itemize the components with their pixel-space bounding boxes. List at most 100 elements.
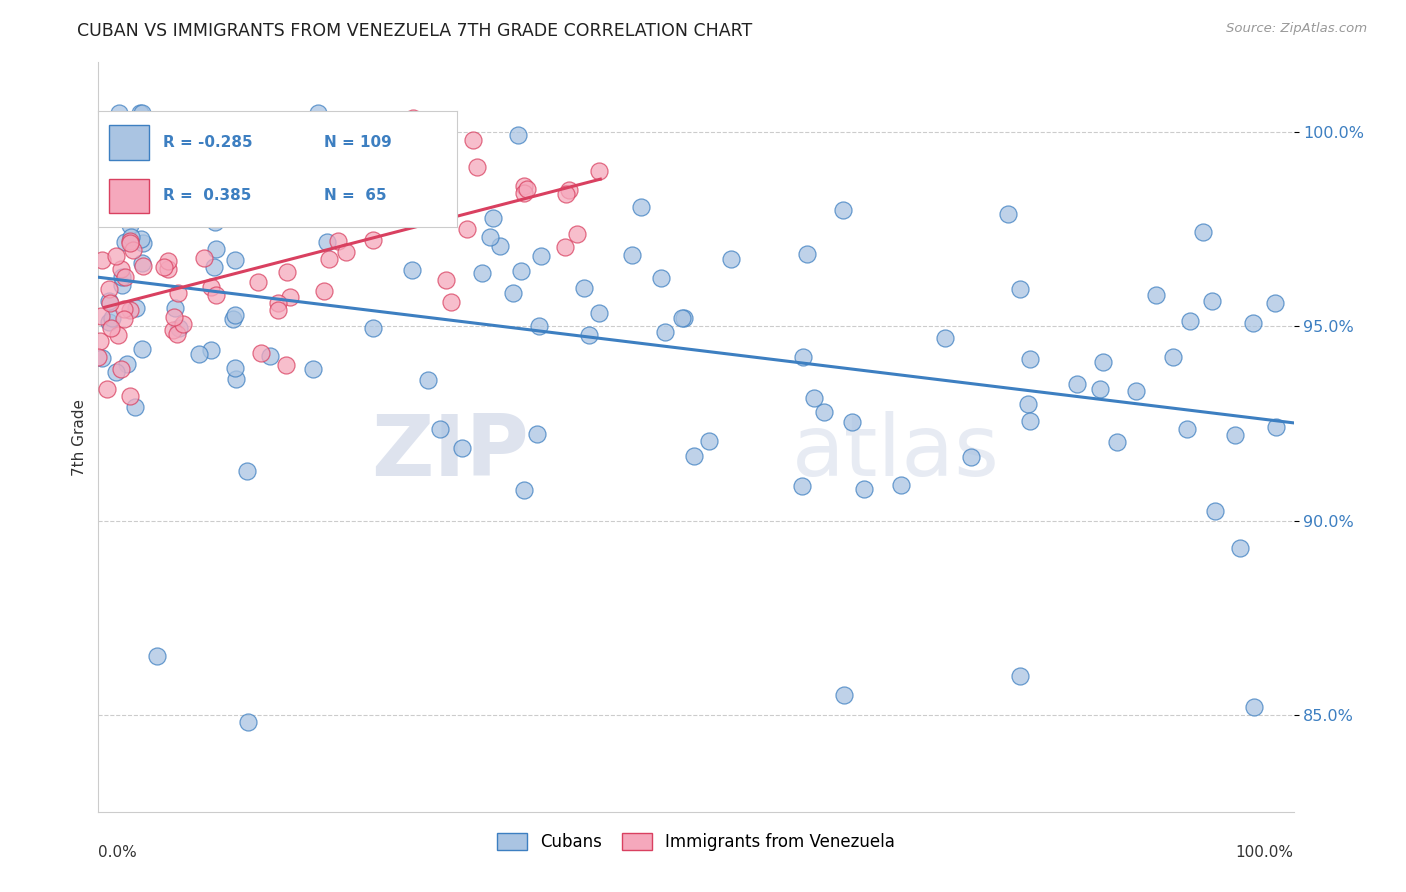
Point — [516, 182, 538, 196]
Point — [120, 234, 142, 248]
Point — [162, 310, 184, 324]
Point — [574, 281, 596, 295]
Point — [236, 715, 259, 730]
Point — [451, 441, 474, 455]
Point — [813, 405, 835, 419]
Point — [131, 232, 153, 246]
Point — [509, 264, 531, 278]
Point — [832, 688, 855, 702]
Point — [120, 235, 142, 250]
Point — [162, 323, 184, 337]
Point — [276, 265, 298, 279]
Point — [1125, 384, 1147, 398]
Point — [115, 357, 138, 371]
Point — [259, 349, 281, 363]
Point — [108, 106, 131, 120]
Point — [803, 391, 825, 405]
Point — [152, 260, 174, 275]
Point — [112, 172, 135, 186]
Point — [225, 372, 247, 386]
Point — [318, 252, 340, 267]
Point — [90, 309, 112, 323]
Point — [853, 483, 876, 497]
Point — [1017, 397, 1039, 411]
Point — [429, 174, 451, 188]
Point — [465, 160, 488, 174]
Point — [307, 106, 329, 120]
Point — [361, 234, 384, 248]
Point — [120, 170, 142, 185]
Point — [1144, 288, 1167, 302]
Point — [90, 253, 112, 268]
Point — [156, 261, 179, 276]
Point — [506, 128, 529, 142]
Point — [114, 269, 136, 284]
Point — [1225, 428, 1247, 442]
Point — [1191, 225, 1213, 239]
Point — [221, 311, 243, 326]
Point — [436, 149, 458, 163]
Text: atlas: atlas — [792, 410, 1000, 493]
Point — [125, 301, 148, 315]
Point — [326, 234, 349, 248]
Text: CUBAN VS IMMIGRANTS FROM VENEZUELA 7TH GRADE CORRELATION CHART: CUBAN VS IMMIGRANTS FROM VENEZUELA 7TH G… — [77, 22, 752, 40]
Point — [89, 334, 111, 348]
Point — [163, 301, 186, 315]
Point — [578, 328, 600, 343]
Point — [1092, 354, 1115, 368]
Point — [118, 389, 141, 403]
Point — [720, 252, 742, 267]
Point — [1229, 541, 1251, 556]
Point — [167, 321, 190, 335]
Point — [105, 249, 128, 263]
Point — [790, 479, 813, 493]
Point — [620, 248, 643, 262]
Point — [267, 296, 290, 310]
Point — [1204, 504, 1226, 518]
Point — [124, 401, 146, 415]
Point — [249, 346, 271, 360]
Point — [98, 315, 121, 329]
Point — [630, 200, 652, 214]
Point — [224, 361, 246, 376]
Point — [100, 320, 122, 334]
Point — [1264, 296, 1286, 310]
Point — [112, 302, 135, 317]
Point — [205, 287, 228, 301]
Point — [235, 464, 257, 478]
Point — [97, 294, 120, 309]
Y-axis label: 7th Grade: 7th Grade — [72, 399, 87, 475]
Point — [1090, 382, 1112, 396]
Point — [513, 179, 536, 194]
Point — [654, 325, 676, 339]
Point — [502, 285, 524, 300]
Point — [456, 222, 478, 236]
Point — [138, 162, 160, 177]
Point — [274, 358, 297, 372]
Point — [512, 186, 534, 200]
Point — [129, 106, 152, 120]
Point — [120, 219, 142, 233]
Point — [418, 373, 440, 387]
Text: 0.0%: 0.0% — [98, 846, 138, 861]
Point — [122, 243, 145, 257]
Point — [1243, 699, 1265, 714]
Point — [114, 235, 136, 249]
Point — [697, 434, 720, 448]
Point — [98, 296, 121, 310]
Point — [1066, 376, 1088, 391]
Point — [567, 227, 589, 241]
Point — [104, 365, 127, 379]
Point — [309, 178, 332, 192]
Point — [650, 270, 672, 285]
Point — [1161, 350, 1184, 364]
Point — [260, 132, 283, 146]
Point — [890, 478, 912, 492]
Point — [120, 303, 142, 318]
Point — [429, 422, 451, 436]
Point — [156, 186, 179, 200]
Point — [266, 302, 288, 317]
Point — [205, 242, 228, 256]
Point — [530, 250, 553, 264]
Point — [212, 132, 235, 146]
